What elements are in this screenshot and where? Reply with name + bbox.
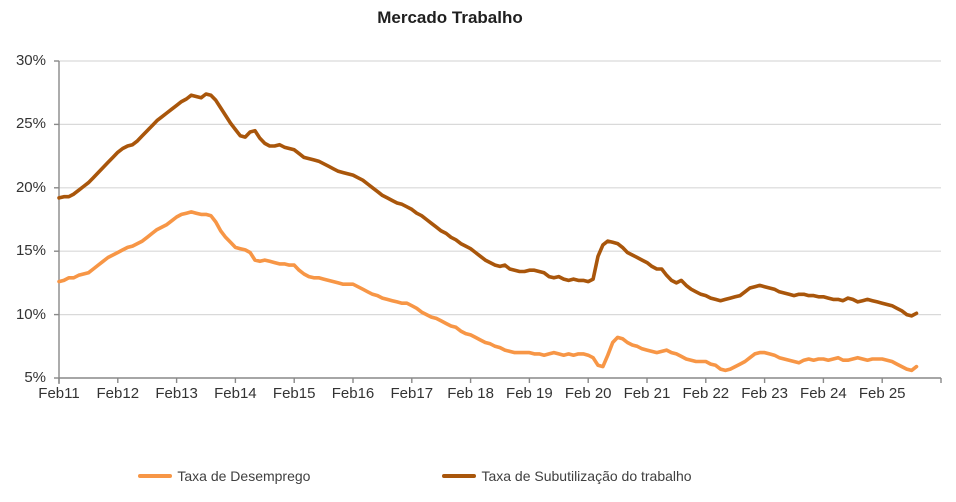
- legend-label: Taxa de Desemprego: [177, 468, 311, 484]
- x-axis-label: Feb16: [331, 385, 375, 402]
- series-line-0: [57, 210, 919, 373]
- x-axis-label: Feb 18: [447, 385, 494, 402]
- chart-legend: Taxa de Desemprego Taxa de Subutilização …: [0, 468, 830, 484]
- legend-label: Taxa de Subutilização do trabalho: [481, 468, 692, 484]
- y-axis-label: 20%: [15, 178, 46, 196]
- x-axis-label: Feb11: [38, 385, 80, 402]
- x-axis-label: Feb13: [155, 385, 198, 402]
- x-axis-label: Feb 22: [682, 385, 730, 402]
- chart-title: Mercado Trabalho: [377, 8, 523, 27]
- x-axis-label: Feb 23: [741, 385, 788, 402]
- x-axis-label: Feb17: [390, 385, 434, 402]
- legend-item-1: Taxa de Subutilização do trabalho: [442, 468, 692, 484]
- x-axis-label: Feb14: [214, 385, 257, 402]
- y-axis-label: 30%: [15, 52, 46, 69]
- x-axis-label: Feb15: [272, 385, 316, 402]
- x-axis-label: Feb 21: [623, 385, 671, 402]
- legend-item-0: Taxa de Desemprego: [138, 468, 310, 484]
- x-axis-label: Feb 24: [800, 385, 847, 402]
- x-axis-label: Feb 20: [564, 385, 612, 402]
- x-axis-label: Feb12: [96, 385, 140, 402]
- y-axis-label: 25%: [15, 115, 46, 133]
- y-axis-label: 15%: [15, 242, 46, 260]
- y-axis-label: 5%: [24, 369, 46, 386]
- legend-swatch: [442, 474, 477, 478]
- x-axis-label: Feb 19: [506, 385, 553, 402]
- x-axis-label: Feb 25: [858, 385, 906, 402]
- legend-swatch: [138, 474, 173, 478]
- y-axis-label: 10%: [15, 305, 46, 323]
- series-line-1: [57, 92, 919, 318]
